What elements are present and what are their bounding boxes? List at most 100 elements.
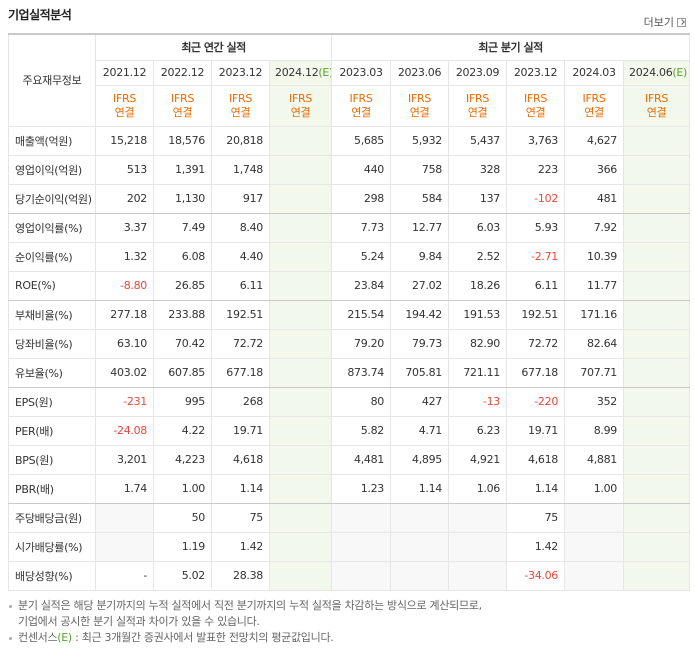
data-cell — [268, 241, 333, 272]
data-cell: 82.90 — [448, 328, 508, 359]
data-cell: 4,895 — [390, 444, 450, 475]
ifrs-label: IFRS — [524, 91, 548, 105]
data-cell: 427 — [390, 386, 450, 417]
data-cell: 6.11 — [211, 270, 270, 301]
data-cell: 677.18 — [506, 357, 566, 388]
data-cell — [268, 270, 333, 301]
basis-label: 연결 — [172, 105, 193, 119]
data-cell — [390, 531, 450, 562]
data-cell: 1.14 — [211, 473, 270, 504]
more-text[interactable]: 더보기 — [643, 16, 674, 29]
data-cell: 6.11 — [506, 270, 566, 301]
data-cell: 1.06 — [448, 473, 508, 504]
data-cell — [95, 531, 154, 562]
period-header: 2024.12(E) — [268, 59, 333, 86]
section-title: 기업실적분석 — [8, 8, 72, 22]
period: 2023.06 — [397, 66, 442, 79]
data-cell: -13 — [448, 386, 508, 417]
data-cell — [623, 502, 691, 533]
data-row: 시가배당률(%) 1.19 1.42 1.42 — [8, 531, 691, 562]
basis-label: 연결 — [646, 105, 667, 119]
data-cell: 27.02 — [390, 270, 450, 301]
period-header: 2023.12 — [506, 59, 566, 86]
data-cell — [448, 560, 508, 591]
header-row: 주요재무정보 최근 연간 실적 최근 분기 실적 — [8, 33, 691, 127]
data-cell — [268, 386, 333, 417]
standard-header: IFRS 연결 — [623, 84, 691, 127]
ifrs-label: IFRS — [645, 91, 669, 105]
data-cell: 18,576 — [153, 125, 212, 156]
data-cell — [331, 531, 392, 562]
data-cell — [623, 270, 691, 301]
data-row: 당기순이익(억원) 202 1,130 917 298 584 137 -102 481 — [8, 183, 691, 214]
ifrs-label: IFRS — [113, 91, 136, 105]
data-cell: 1.19 — [153, 531, 212, 562]
data-cell — [623, 415, 691, 446]
data-cell: 3,201 — [95, 444, 154, 475]
data-row: ROE(%) -8.80 26.85 6.11 23.84 27.02 18.26 6.11 1… — [8, 270, 691, 301]
data-cell: 707.71 — [564, 357, 625, 388]
period: 2024.12 — [275, 66, 319, 79]
data-cell: 513 — [95, 154, 154, 185]
data-cell — [268, 212, 333, 243]
ifrs-label: IFRS — [229, 91, 252, 105]
more-icon[interactable] — [677, 17, 686, 27]
data-cell: 440 — [331, 154, 392, 185]
data-cell: 705.81 — [390, 357, 450, 388]
row-label: 영업이익률(%) — [8, 212, 96, 243]
data-cell — [564, 502, 625, 533]
row-label: ROE(%) — [8, 270, 96, 301]
standard-header: IFRS 연결 — [211, 84, 270, 127]
data-cell: -34.06 — [506, 560, 566, 591]
data-cell: -8.80 — [95, 270, 154, 301]
data-cell: 4.22 — [153, 415, 212, 446]
data-cell: 3,763 — [506, 125, 566, 156]
period-header: 2023.06 — [390, 59, 450, 86]
note-line: 컨센서스(E) : 최근 3개월간 증권사에서 발표한 전망치의 평균값입니다. — [8, 630, 482, 646]
more-link[interactable]: 더보기 — [644, 14, 686, 30]
data-cell: -2.71 — [506, 241, 566, 272]
data-cell: 11.77 — [564, 270, 625, 301]
data-row: 유보율(%) 403.02 607.85 677.18 873.74 705.81 721.… — [8, 357, 691, 388]
data-cell: 328 — [448, 154, 508, 185]
data-row: PER(배) -24.08 4.22 19.71 5.82 4.71 6.23 19.71 8.… — [8, 415, 691, 446]
row-label: 당기순이익(억원) — [8, 183, 96, 214]
data-cell: 5.82 — [331, 415, 392, 446]
row-label: 매출액(억원) — [8, 125, 96, 156]
data-cell — [623, 386, 691, 417]
data-cell — [268, 444, 333, 475]
data-cell: 1,130 — [153, 183, 212, 214]
row-label: BPS(원) — [8, 444, 96, 475]
data-cell: 82.64 — [564, 328, 625, 359]
row-label: 주당배당금(원) — [8, 502, 96, 533]
data-cell: 1.00 — [153, 473, 212, 504]
data-cell: 7.49 — [153, 212, 212, 243]
data-cell — [564, 531, 625, 562]
period-header: 2023.12 — [211, 59, 270, 86]
data-cell — [623, 241, 691, 272]
data-cell — [623, 560, 691, 591]
data-cell: 5,685 — [331, 125, 392, 156]
data-row: 순이익률(%) 1.32 6.08 4.40 5.24 9.84 2.52 -2.71 10.3… — [8, 241, 691, 272]
standard-header: IFRS 연결 — [153, 84, 212, 127]
basis-label: 연결 — [290, 105, 311, 119]
period: 2023.03 — [339, 66, 383, 79]
corner-header: 주요재무정보 — [8, 33, 96, 127]
header-row: 2021.122022.122023.122024.12(E)2023.0320… — [9, 59, 691, 86]
data-cell — [390, 560, 450, 591]
basis-label: 연결 — [525, 105, 546, 119]
data-cell: 584 — [390, 183, 450, 214]
data-cell: 192.51 — [506, 299, 566, 330]
period-header: 2023.03 — [331, 59, 392, 86]
data-cell: 995 — [153, 386, 212, 417]
data-cell: 15,218 — [95, 125, 154, 156]
financial-table: 주요재무정보 최근 연간 실적 최근 분기 실적 2021.12 2022.12 2023… — [8, 33, 691, 591]
data-cell — [390, 502, 450, 533]
row-label: EPS(원) — [8, 386, 96, 417]
data-cell: 20,818 — [211, 125, 270, 156]
data-cell: -102 — [506, 183, 566, 214]
row-label: 당좌비율(%) — [8, 328, 96, 359]
data-cell: 4,618 — [506, 444, 566, 475]
data-cell: 721.11 — [448, 357, 508, 388]
data-cell: 191.53 — [448, 299, 508, 330]
